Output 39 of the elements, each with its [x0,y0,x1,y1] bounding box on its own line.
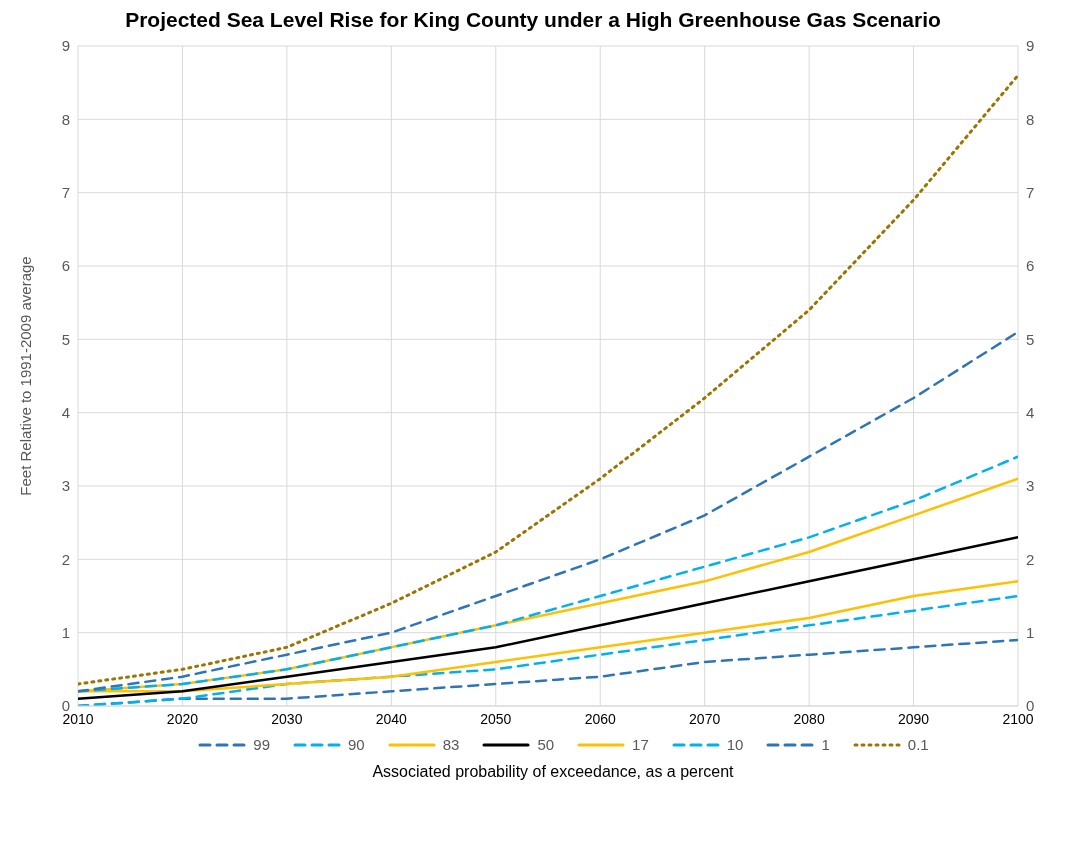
y-tick-label: 3 [61,477,70,495]
y-axis-title: Feet Relative to 1991-2009 average [17,256,35,496]
y2-tick-label: 2 [1026,550,1035,568]
y-tick-label: 2 [61,550,70,568]
x-tick-label: 2090 [897,710,930,727]
legend-label: 0.1 [906,736,929,753]
y2-tick-label: 3 [1026,477,1035,495]
line-series [78,330,1018,693]
line-series [78,73,1018,686]
legend-label: 17 [631,736,649,753]
chart-title: Projected Sea Level Rise for King County under a High Greenhouse Gas Scenario [124,8,942,32]
y-tick-label: 7 [61,183,70,201]
x-tick-label: 2050 [480,710,512,727]
x-tick-label: 2070 [689,710,721,727]
legend-label: 83 [441,736,460,753]
x-axis-title: Associated probability of exceedance, as a percent [371,763,735,781]
x-tick-label: 2030 [271,710,303,727]
y2-tick-label: 6 [1026,257,1035,275]
y-tick-label: 5 [61,330,70,348]
y-tick-label: 9 [61,37,70,55]
x-tick-label: 2060 [584,710,616,727]
legend-label: 90 [347,736,365,753]
y2-tick-label: 5 [1026,330,1035,348]
y2-tick-label: 1 [1026,623,1035,641]
y-tick-label: 1 [61,623,70,641]
x-tick-label: 2040 [375,710,408,727]
y2-tick-label: 9 [1026,37,1035,55]
x-tick-label: 2080 [793,710,825,727]
y2-tick-label: 4 [1026,403,1035,421]
y-tick-label: 8 [61,110,70,128]
legend-label: 10 [725,736,744,753]
x-tick-label: 2020 [166,710,199,727]
y2-tick-label: 8 [1026,110,1035,128]
legend-label: 50 [536,736,555,753]
y-tick-label: 6 [61,257,70,275]
legend-label: 99 [252,736,271,753]
legend-label: 1 [820,736,830,753]
y2-tick-label: 7 [1026,183,1035,201]
y-tick-label: 4 [61,403,70,421]
